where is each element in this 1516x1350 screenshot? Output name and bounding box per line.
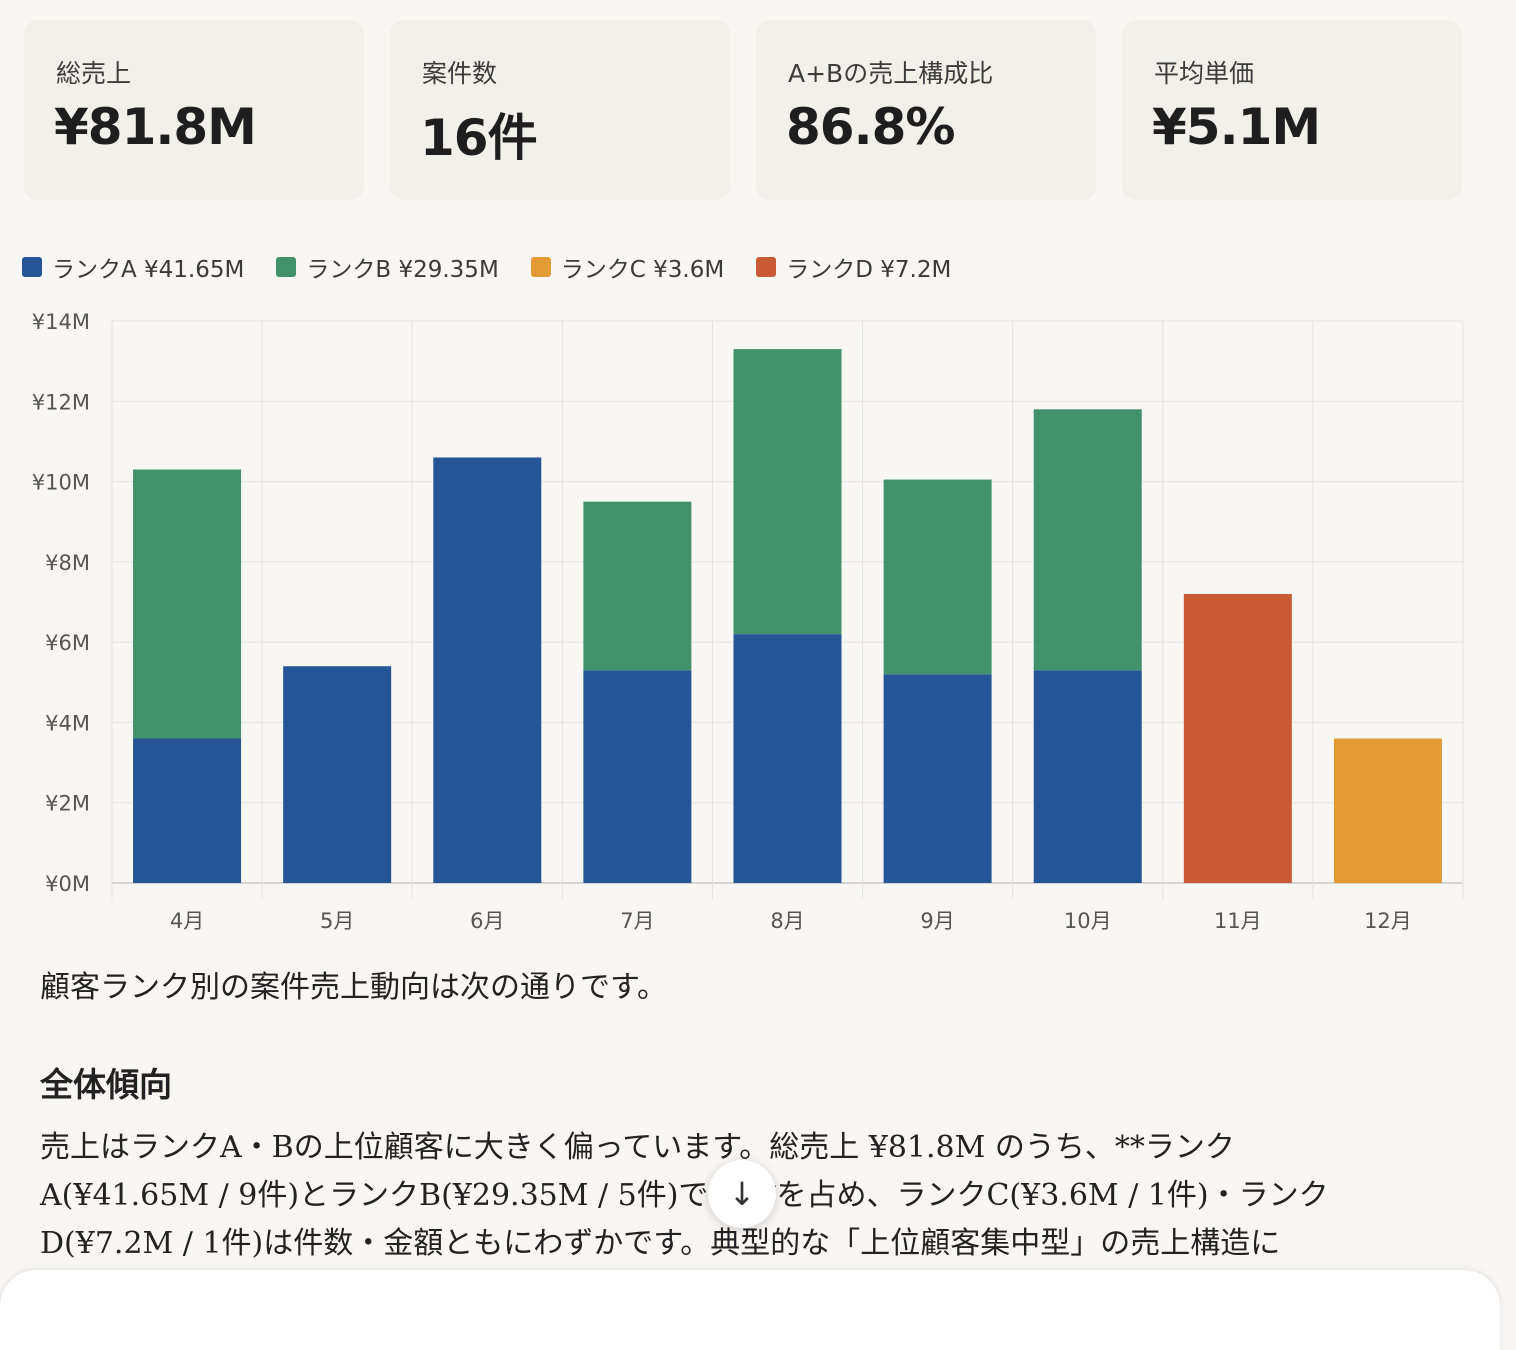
bar-segment	[283, 666, 392, 883]
y-tick-label: ¥4M	[45, 711, 90, 735]
legend-label: ランクC ¥3.6M	[560, 257, 725, 283]
x-tick-label: 5月	[320, 909, 354, 933]
kpi-card-deal-count: 案件数 16件	[390, 20, 730, 200]
scroll-down-button[interactable]: ↓	[708, 1160, 776, 1228]
kpi-card-avg-price: 平均単価 ¥5.1M	[1122, 20, 1462, 200]
y-tick-label: ¥6M	[45, 631, 90, 655]
legend-swatch	[756, 257, 777, 277]
legend-item-rank-d[interactable]: ランクD ¥7.2M	[756, 250, 951, 284]
kpi-cards: 総売上 ¥81.8M 案件数 16件 A+Bの売上構成比 86.8% 平均単価 …	[24, 20, 1464, 200]
legend-swatch	[22, 257, 42, 277]
kpi-label: 案件数	[422, 59, 498, 88]
y-tick-label: ¥12M	[32, 390, 90, 414]
legend-item-rank-a[interactable]: ランクA ¥41.65M	[22, 250, 244, 284]
x-tick-label: 9月	[920, 909, 954, 933]
kpi-value: ¥81.8M	[54, 98, 257, 156]
x-tick-label: 11月	[1214, 909, 1262, 933]
x-tick-label: 12月	[1364, 909, 1412, 933]
bar-segment	[583, 670, 692, 883]
legend-swatch	[530, 257, 551, 277]
bar-segment	[883, 674, 992, 883]
bar-segment	[1033, 670, 1142, 883]
chart-svg: ¥0M ¥2M ¥4M ¥6M ¥8M ¥10M ¥12M ¥14M 4月 5月 6月 7月 8月 9月 1…	[32, 310, 1464, 933]
body-paragraph: 売上はランクA・Bの上位顧客に大きく偏っています。総売上 ¥81.8M のうち、…	[40, 1130, 1329, 1261]
y-tick-label: ¥2M	[45, 792, 90, 816]
kpi-value: ¥5.1M	[1152, 98, 1321, 156]
x-tick-label: 8月	[770, 909, 804, 933]
kpi-label: A+Bの売上構成比	[788, 59, 994, 88]
bar-segment	[433, 457, 542, 883]
kpi-label: 平均単価	[1154, 59, 1255, 88]
bar-segment	[583, 501, 692, 671]
legend-swatch	[276, 257, 297, 277]
intro-text: 顧客ランク別の案件売上動向は次の通りです。	[40, 970, 667, 1005]
kpi-card-total-sales: 総売上 ¥81.8M	[24, 20, 364, 200]
x-tick-label: 10月	[1064, 909, 1112, 933]
legend-label: ランクB ¥29.35M	[306, 257, 499, 283]
bar-segment	[133, 738, 242, 883]
x-tick-label: 6月	[470, 909, 504, 933]
y-tick-label: ¥0M	[45, 872, 90, 896]
section-heading: 全体傾向	[40, 1065, 172, 1104]
message-composer[interactable]	[0, 1270, 1500, 1350]
kpi-value: 86.8%	[786, 98, 955, 156]
legend-label: ランクD ¥7.2M	[786, 257, 952, 283]
arrow-down-icon: ↓	[728, 1175, 756, 1213]
kpi-label: 総売上	[56, 59, 132, 88]
y-tick-label: ¥10M	[32, 471, 90, 495]
legend-label: ランクA ¥41.65M	[52, 257, 245, 283]
bar-segment	[1033, 409, 1142, 671]
chart-legend: ランクA ¥41.65M ランクB ¥29.35M ランクC ¥3.6M ランク…	[22, 250, 983, 284]
bar-segment	[733, 634, 842, 883]
y-tick-label: ¥14M	[32, 310, 90, 334]
y-tick-label: ¥8M	[45, 551, 90, 575]
legend-item-rank-c[interactable]: ランクC ¥3.6M	[530, 250, 725, 284]
x-tick-label: 7月	[620, 909, 654, 933]
bar-segment	[1333, 738, 1442, 883]
kpi-value: 16件	[420, 109, 538, 167]
kpi-card-ab-ratio: A+Bの売上構成比 86.8%	[756, 20, 1096, 200]
bar-segment	[733, 349, 842, 635]
legend-item-rank-b[interactable]: ランクB ¥29.35M	[276, 250, 499, 284]
bar-segment	[133, 469, 242, 739]
stacked-bar-chart: ¥0M ¥2M ¥4M ¥6M ¥8M ¥10M ¥12M ¥14M 4月 5月 6月 7月 8月 9月 1…	[0, 300, 1516, 950]
bar-segment	[1183, 593, 1292, 883]
x-tick-label: 4月	[170, 909, 204, 933]
bar-segment	[883, 479, 992, 675]
